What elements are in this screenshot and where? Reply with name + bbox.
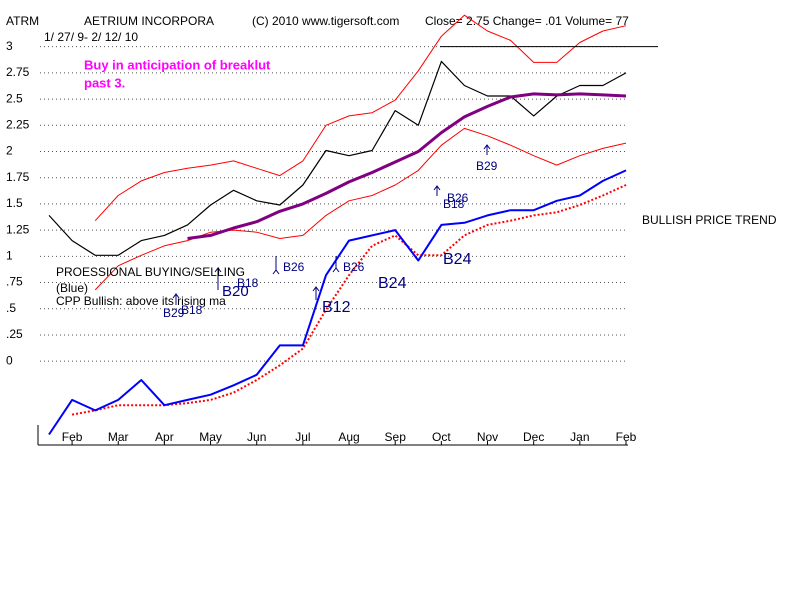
y-tick-label: .25 — [6, 327, 23, 341]
annotation: PROESSIONAL BUYING/SELLING — [56, 265, 245, 279]
x-tick-label: Mar — [108, 430, 129, 444]
annotation: B18 — [237, 276, 259, 290]
x-tick-label: Feb — [616, 430, 637, 444]
copyright: (C) 2010 www.tigersoft.com — [252, 14, 399, 28]
signal-arrow — [483, 144, 491, 155]
signal-arrow — [433, 185, 441, 196]
date-range: 1/ 27/ 9- 2/ 12/ 10 — [44, 30, 138, 44]
x-tick-label: Apr — [155, 430, 174, 444]
series-line — [94, 127, 627, 291]
x-tick-label: Dec — [523, 430, 544, 444]
signal-arrow — [332, 256, 340, 273]
signal-arrow — [214, 267, 222, 290]
y-tick-label: 2.5 — [6, 91, 23, 105]
x-tick-label: Jun — [247, 430, 266, 444]
annotation: B20 — [222, 283, 249, 300]
y-tick-label: 1.25 — [6, 222, 30, 236]
annotation: B29 — [476, 159, 498, 173]
signal-arrow — [272, 256, 280, 275]
y-tick-label: 0 — [6, 353, 13, 367]
y-tick-label: 3 — [6, 39, 13, 53]
annotation: Buy in anticipation of breaklut — [84, 57, 271, 72]
annotation: (Blue) — [56, 281, 88, 295]
y-tick-label: .75 — [6, 275, 23, 289]
y-tick-label: 2.75 — [6, 65, 30, 79]
chart-title: AETRIUM INCORPORA — [84, 14, 214, 28]
y-tick-label: 2.25 — [6, 117, 30, 131]
annotation: B18 — [181, 303, 203, 317]
signal-arrow — [312, 286, 320, 300]
y-tick-label: 2 — [6, 144, 13, 158]
y-tick-label: 1.5 — [6, 196, 23, 210]
annotation: B26 — [447, 191, 469, 205]
x-tick-label: Jul — [295, 430, 310, 444]
series-line — [48, 60, 627, 256]
annotation: B26 — [343, 260, 365, 274]
x-tick-label: Oct — [432, 430, 451, 444]
annotation: CPP Bullish: above its rising ma — [56, 294, 226, 308]
annotation: B29 — [163, 306, 185, 320]
quote: Close= 2.75 Change= .01 Volume= 77 — [425, 14, 629, 28]
series-line — [48, 169, 627, 436]
signal-arrow — [172, 293, 180, 305]
symbol: ATRM — [6, 14, 39, 28]
series-line — [94, 14, 627, 222]
x-tick-label: Jan — [570, 430, 589, 444]
x-tick-label: Nov — [477, 430, 498, 444]
y-tick-label: 1.75 — [6, 170, 30, 184]
annotation: BULLISH PRICE TREND — [642, 213, 777, 227]
annotation: past 3. — [84, 75, 125, 90]
series-line — [187, 92, 627, 240]
annotation: B26 — [283, 260, 305, 274]
y-tick-label: 1 — [6, 248, 13, 262]
x-tick-label: Feb — [62, 430, 83, 444]
annotation: B24 — [443, 251, 472, 268]
x-tick-label: May — [199, 430, 222, 444]
annotation: B12 — [322, 299, 351, 316]
x-tick-label: Sep — [385, 430, 407, 444]
y-tick-label: .5 — [6, 301, 16, 315]
x-tick-label: Aug — [338, 430, 359, 444]
annotation: B24 — [378, 275, 407, 292]
annotation: B18 — [443, 197, 465, 211]
